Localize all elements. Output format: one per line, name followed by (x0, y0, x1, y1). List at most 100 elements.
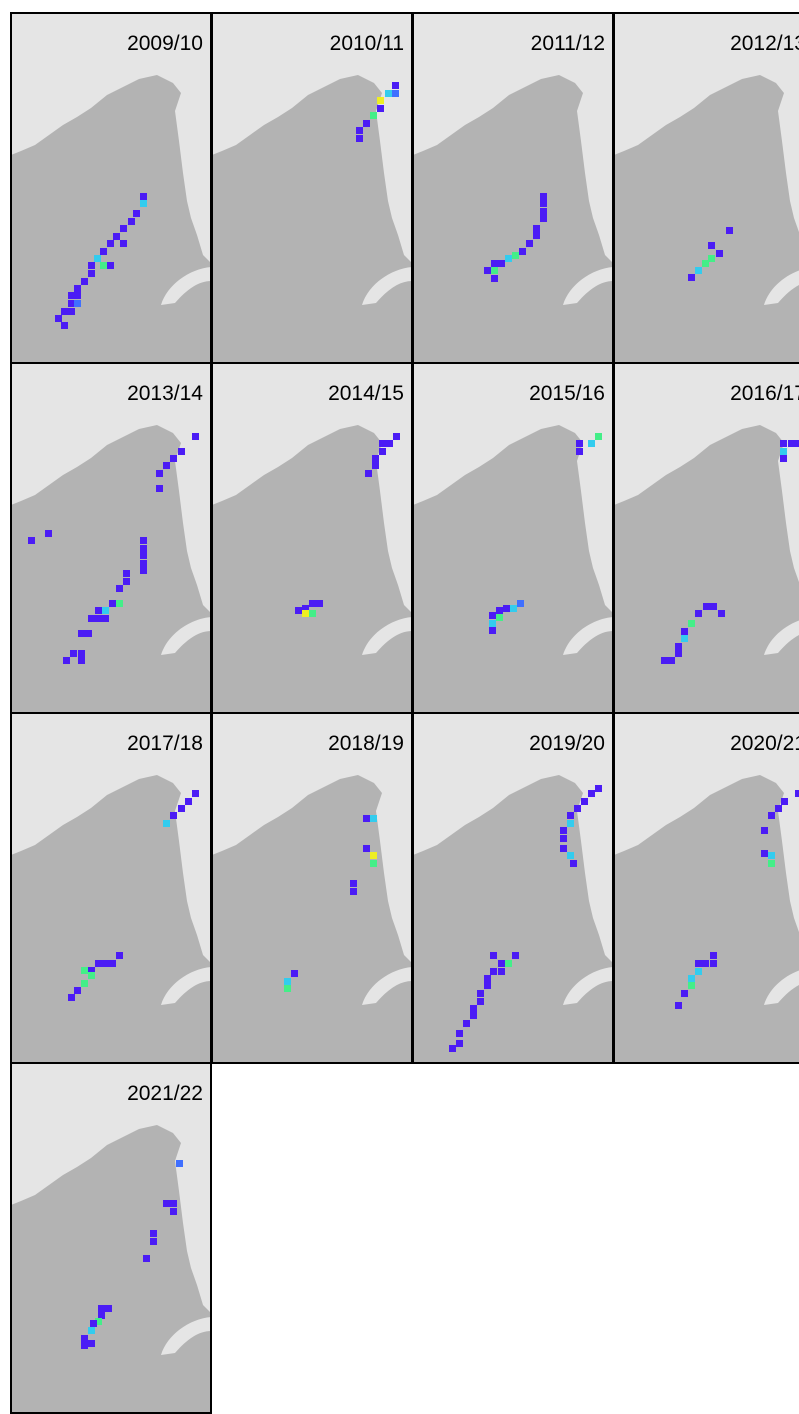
panel: 2020/21 (614, 713, 799, 1063)
density-cell (581, 798, 588, 805)
density-cell (703, 603, 710, 610)
density-cell (702, 260, 709, 267)
density-cell (768, 812, 775, 819)
panel: 2019/20 (413, 713, 613, 1063)
density-cell (170, 1200, 177, 1207)
density-cell (74, 285, 81, 292)
density-cell (560, 835, 567, 842)
density-cell (574, 805, 581, 812)
density-cell (81, 278, 88, 285)
density-cell (377, 105, 384, 112)
density-cell (365, 470, 372, 477)
density-cell (363, 845, 370, 852)
density-cell (675, 650, 682, 657)
density-cell (386, 440, 393, 447)
density-cell (88, 1327, 95, 1334)
density-cell (88, 262, 95, 269)
density-cell (309, 600, 316, 607)
density-cell (140, 567, 147, 574)
density-cell (470, 1005, 477, 1012)
density-cell (70, 650, 77, 657)
density-cell (393, 433, 400, 440)
density-cell (489, 612, 496, 619)
density-cell (505, 255, 512, 262)
density-cell (170, 1208, 177, 1215)
density-cell (295, 607, 302, 614)
density-cell (100, 248, 107, 255)
density-cell (456, 1030, 463, 1037)
density-cell (377, 97, 384, 104)
density-cell (477, 990, 484, 997)
density-cell (88, 972, 95, 979)
density-cell (116, 585, 123, 592)
density-cell (150, 1230, 157, 1237)
density-cell (133, 210, 140, 217)
density-cell (63, 657, 70, 664)
panel: 2014/15 (212, 363, 412, 713)
panel-title: 2015/16 (529, 382, 605, 405)
density-cell (780, 440, 787, 447)
density-cell (356, 135, 363, 142)
density-cell (505, 960, 512, 967)
density-cell (688, 975, 695, 982)
density-cell (284, 985, 291, 992)
density-cell (498, 960, 505, 967)
density-cell (675, 643, 682, 650)
density-cell (498, 968, 505, 975)
density-cell (95, 607, 102, 614)
basemap (212, 713, 412, 1063)
density-cell (688, 620, 695, 627)
density-cell (88, 615, 95, 622)
density-cell (102, 960, 109, 967)
density-cell (484, 975, 491, 982)
density-cell (560, 845, 567, 852)
density-cell (484, 982, 491, 989)
panel-title: 2013/14 (127, 382, 203, 405)
density-cell (192, 433, 199, 440)
density-cell (156, 470, 163, 477)
density-cell (708, 242, 715, 249)
density-cell (491, 275, 498, 282)
density-cell (105, 1305, 112, 1312)
density-cell (94, 255, 101, 262)
density-cell (176, 1160, 183, 1167)
density-cell (128, 218, 135, 225)
density-cell (61, 322, 68, 329)
density-cell (710, 960, 717, 967)
density-cell (761, 827, 768, 834)
density-cell (140, 537, 147, 544)
basemap (11, 713, 211, 1063)
density-cell (370, 852, 377, 859)
panel-title: 2010/11 (330, 32, 404, 55)
density-cell (780, 448, 787, 455)
basemap (11, 1063, 211, 1413)
density-cell (95, 1318, 102, 1325)
density-cell (78, 630, 85, 637)
density-cell (107, 240, 114, 247)
density-cell (88, 967, 95, 974)
density-cell (489, 627, 496, 634)
density-cell (102, 615, 109, 622)
density-cell (503, 605, 510, 612)
density-cell (510, 605, 517, 612)
density-cell (74, 292, 81, 299)
density-cell (695, 960, 702, 967)
density-cell (302, 605, 309, 612)
density-cell (100, 262, 107, 269)
density-cell (576, 440, 583, 447)
density-cell (695, 267, 702, 274)
density-cell (372, 462, 379, 469)
density-cell (68, 994, 75, 1001)
density-cell (512, 952, 519, 959)
basemap (614, 713, 799, 1063)
density-cell (533, 232, 540, 239)
density-cell (350, 880, 357, 887)
density-cells (28, 82, 799, 1349)
density-cell (695, 610, 702, 617)
density-cell (726, 227, 733, 234)
density-cell (68, 292, 75, 299)
frames (10, 12, 799, 1414)
density-cell (90, 1320, 97, 1327)
panel: 2013/14 (11, 363, 211, 713)
density-cell (498, 260, 505, 267)
